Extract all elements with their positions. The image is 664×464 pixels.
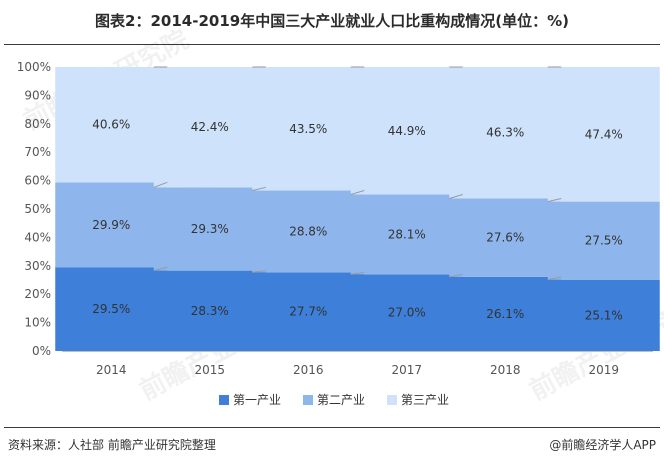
connector-line — [449, 194, 463, 199]
bar-segment-2 — [55, 182, 168, 268]
connector-line — [449, 273, 463, 278]
bar-segment-2 — [252, 190, 365, 273]
bar-segment-1 — [350, 274, 463, 351]
data-label: 29.9% — [92, 218, 130, 232]
legend-swatch — [219, 395, 229, 405]
bar-segment-3 — [449, 67, 562, 199]
legend-label: 第二产业 — [317, 393, 365, 407]
legend-label: 第三产业 — [401, 393, 449, 407]
y-tick-label: 100% — [17, 60, 51, 74]
bar-segment-1 — [449, 276, 562, 351]
data-label: 43.5% — [289, 122, 327, 136]
bar-segment-2 — [449, 198, 562, 277]
top-divider — [4, 44, 660, 45]
bar-segment-2 — [153, 187, 266, 271]
data-label: 28.1% — [388, 227, 426, 241]
y-tick-label: 40% — [24, 230, 51, 244]
x-tick-label: 2017 — [391, 363, 422, 377]
y-tick-label: 60% — [24, 174, 51, 188]
connector-line — [252, 186, 266, 192]
data-label: 27.7% — [289, 305, 327, 319]
bar-segment-2 — [547, 201, 660, 280]
legend-swatch — [387, 395, 397, 405]
bar-segment-1 — [252, 272, 365, 351]
y-tick-label: 90% — [24, 88, 51, 102]
y-tick-label: 10% — [24, 316, 51, 330]
data-label: 29.5% — [92, 302, 130, 316]
data-label: 29.3% — [191, 222, 229, 236]
data-label: 27.6% — [486, 231, 524, 245]
bar-segment-3 — [252, 67, 365, 191]
y-tick-label: 80% — [24, 117, 51, 131]
y-tick-label: 50% — [24, 202, 51, 216]
bar-segment-1 — [547, 279, 660, 351]
bar-segment-3 — [153, 67, 266, 188]
data-label: 26.1% — [486, 307, 524, 321]
data-label: 25.1% — [585, 308, 623, 322]
data-label: 42.4% — [191, 120, 229, 134]
data-label: 47.4% — [585, 127, 623, 141]
bar-segment-1 — [153, 270, 266, 351]
data-label: 46.3% — [486, 126, 524, 140]
connector-line — [153, 266, 168, 272]
bar-segment-3 — [547, 67, 660, 202]
credit-note: @前瞻经济学人APP — [549, 438, 656, 452]
data-label: 28.8% — [289, 224, 327, 238]
y-tick-label: 30% — [24, 259, 51, 273]
data-label: 40.6% — [92, 118, 130, 132]
y-tick-label: 0% — [32, 344, 51, 358]
bar-segment-3 — [350, 67, 463, 195]
x-tick-label: 2019 — [588, 363, 619, 377]
x-tick-label: 2015 — [194, 363, 225, 377]
connector-line — [547, 198, 562, 203]
connector-line — [350, 271, 365, 275]
bar-segment-2 — [350, 194, 463, 275]
data-label: 44.9% — [388, 124, 426, 138]
bar-segment-3 — [55, 67, 168, 183]
data-label: 27.5% — [585, 234, 623, 248]
data-label: 28.3% — [191, 304, 229, 318]
connector-line — [252, 270, 266, 273]
connector-line — [547, 276, 562, 281]
x-tick-label: 2014 — [96, 363, 127, 377]
connector-line — [153, 181, 168, 188]
connector-line — [350, 190, 365, 195]
y-tick-label: 70% — [24, 145, 51, 159]
data-label: 27.0% — [388, 306, 426, 320]
bottom-divider — [4, 427, 660, 428]
legend-swatch — [303, 395, 313, 405]
y-tick-label: 20% — [24, 287, 51, 301]
x-tick-label: 2016 — [293, 363, 324, 377]
legend-label: 第一产业 — [233, 393, 281, 407]
chart-title: 图表2：2014-2019年中国三大产业就业人口比重构成情况(单位：%) — [95, 12, 569, 30]
source-note: 资料来源：人社部 前瞻产业研究院整理 — [8, 438, 216, 452]
x-tick-label: 2018 — [490, 363, 521, 377]
bar-segment-1 — [55, 267, 168, 351]
